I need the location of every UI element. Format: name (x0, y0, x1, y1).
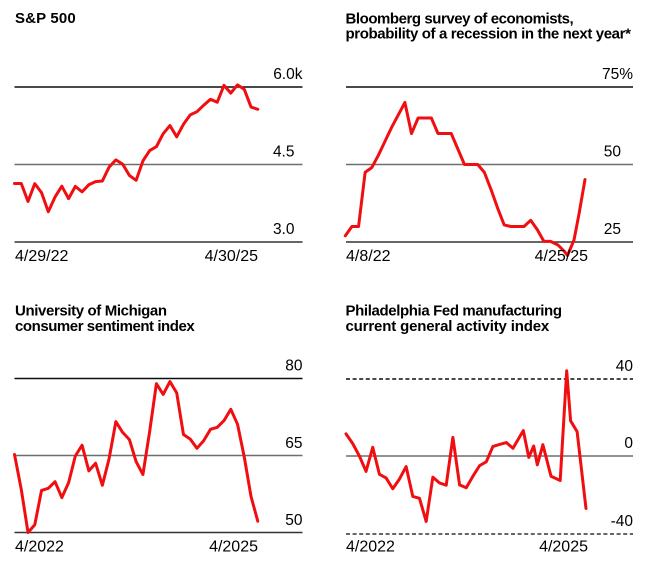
svg-text:current general activity index: current general activity index (346, 318, 550, 335)
svg-text:probability of a recession in: probability of a recession in the next y… (346, 26, 632, 43)
svg-text:University of Michigan: University of Michigan (15, 303, 167, 320)
svg-text:4/29/22: 4/29/22 (15, 248, 68, 265)
svg-text:0: 0 (624, 435, 633, 452)
svg-text:4/8/22: 4/8/22 (346, 248, 391, 265)
svg-text:25: 25 (604, 221, 621, 238)
svg-text:-40: -40 (611, 513, 634, 530)
svg-text:80: 80 (285, 358, 303, 375)
svg-text:4.5: 4.5 (273, 144, 295, 161)
svg-text:4/2025: 4/2025 (209, 538, 258, 555)
svg-text:50: 50 (604, 144, 622, 161)
svg-text:4/2025: 4/2025 (539, 538, 588, 555)
svg-text:4/25/25: 4/25/25 (535, 248, 588, 265)
svg-text:3.0: 3.0 (273, 221, 295, 238)
svg-text:4/2022: 4/2022 (346, 538, 395, 555)
svg-text:Bloomberg survey of economists: Bloomberg survey of economists, (346, 10, 574, 27)
svg-text:4/30/25: 4/30/25 (205, 248, 258, 265)
svg-text:65: 65 (285, 435, 302, 452)
svg-text:Philadelphia Fed manufacturing: Philadelphia Fed manufacturing (346, 303, 562, 320)
svg-text:4/2022: 4/2022 (15, 538, 64, 555)
svg-text:S&P 500: S&P 500 (15, 10, 76, 27)
svg-text:50: 50 (285, 512, 303, 529)
svg-text:consumer sentiment index: consumer sentiment index (15, 318, 195, 335)
svg-text:75%: 75% (602, 66, 633, 83)
svg-text:6.0k: 6.0k (273, 66, 303, 83)
svg-text:40: 40 (616, 358, 634, 375)
